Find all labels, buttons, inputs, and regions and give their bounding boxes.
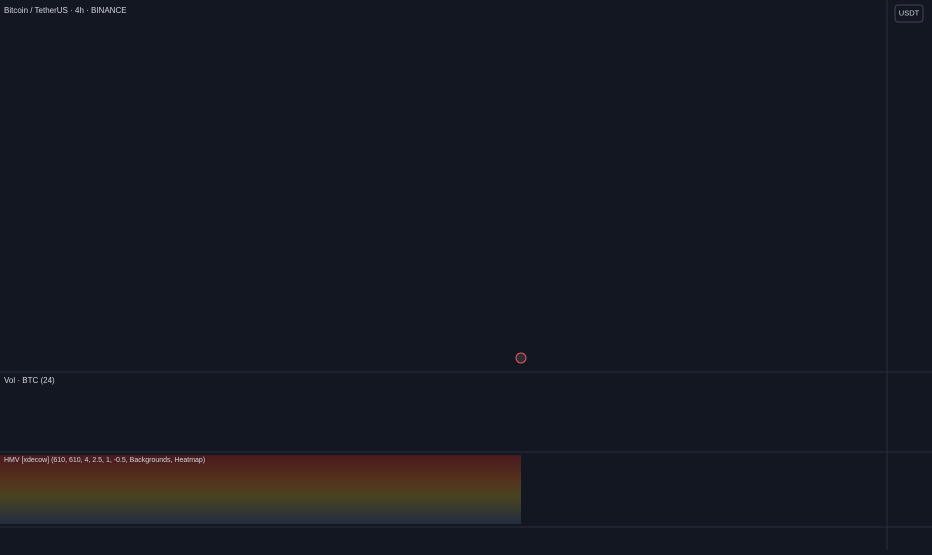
volume-title: Vol · BTC (24) (4, 376, 55, 385)
event-icon[interactable] (515, 352, 527, 364)
currency-label[interactable]: USDT (899, 8, 920, 17)
currency-button[interactable] (894, 4, 924, 23)
hmv-title: HMV [xdecow] (610, 610, 4, 2.5, 1, -0.5,… (4, 457, 205, 464)
heatmap-background (0, 455, 521, 524)
chart-title: Bitcoin / TetherUS · 4h · BINANCE (4, 6, 127, 15)
